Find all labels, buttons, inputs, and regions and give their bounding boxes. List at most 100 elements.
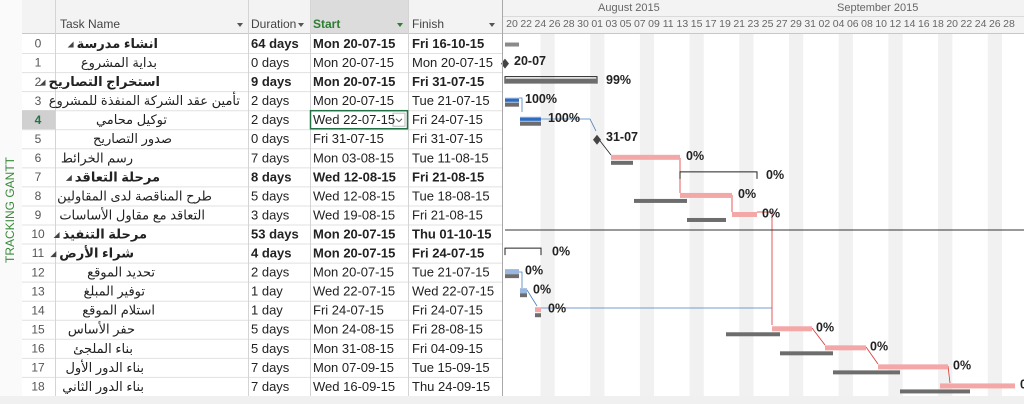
finish-date[interactable]: Fri 24-07-15 xyxy=(412,112,483,127)
task-name[interactable]: التعاقد مع مقاول الأساسات xyxy=(59,206,205,223)
start-date[interactable]: Mon 20-07-15 xyxy=(313,265,394,280)
row-number[interactable]: 17 xyxy=(31,361,45,375)
row-number[interactable]: 6 xyxy=(35,151,42,165)
column-header[interactable]: Task Name xyxy=(60,17,120,31)
start-date[interactable]: Mon 03-08-15 xyxy=(313,150,394,165)
row-number[interactable]: 4 xyxy=(35,113,42,127)
collapse-toggle[interactable] xyxy=(50,251,57,258)
row-number[interactable]: 5 xyxy=(35,132,42,146)
row-number[interactable]: 16 xyxy=(31,341,45,355)
collapse-toggle[interactable] xyxy=(39,79,46,86)
task-name[interactable]: طرح المناقصة لدى المقاولين xyxy=(57,188,212,204)
row-number[interactable]: 7 xyxy=(35,170,42,184)
task-name[interactable]: صدور التصاريح xyxy=(93,131,172,147)
task-name[interactable]: بناء الملجئ xyxy=(73,341,133,356)
finish-date[interactable]: Mon 20-07-15 xyxy=(412,55,493,70)
duration[interactable]: 7 days xyxy=(251,379,290,394)
duration[interactable]: 5 days xyxy=(251,322,290,337)
task-name[interactable]: مرحلة التنفيذ xyxy=(63,226,147,241)
row-number[interactable]: 8 xyxy=(35,189,42,203)
finish-date[interactable]: Tue 18-08-15 xyxy=(412,188,490,203)
start-date[interactable]: Mon 20-07-15 xyxy=(313,93,394,108)
row-number[interactable]: 1 xyxy=(35,56,42,70)
finish-date[interactable]: Tue 21-07-15 xyxy=(412,93,490,108)
row-number[interactable]: 2 xyxy=(35,75,42,89)
finish-date[interactable]: Tue 21-07-15 xyxy=(412,265,490,280)
start-date[interactable]: Mon 20-07-15 xyxy=(313,36,395,51)
task-name[interactable]: رسم الخرائط xyxy=(61,150,133,166)
row-number[interactable]: 12 xyxy=(31,265,45,279)
active-cell[interactable] xyxy=(309,109,409,130)
duration[interactable]: 1 day xyxy=(251,284,283,299)
task-name[interactable]: توكيل محامي xyxy=(96,112,167,128)
row-number[interactable]: 3 xyxy=(35,94,42,108)
row-number[interactable]: 10 xyxy=(31,227,45,241)
start-date[interactable]: Mon 20-07-15 xyxy=(313,226,395,241)
start-date[interactable]: Mon 31-08-15 xyxy=(313,341,394,356)
finish-date[interactable]: Fri 04-09-15 xyxy=(412,341,483,356)
scroll-bar[interactable] xyxy=(0,396,1024,404)
task-name[interactable]: استخراج التصاريح xyxy=(48,74,160,90)
dropdown-arrow[interactable] xyxy=(395,118,403,123)
collapse-toggle[interactable] xyxy=(67,41,74,48)
filter-arrow[interactable] xyxy=(397,23,403,27)
finish-date[interactable]: Fri 31-07-15 xyxy=(412,74,484,89)
finish-date[interactable]: Thu 24-09-15 xyxy=(412,379,490,394)
row-number[interactable]: 13 xyxy=(31,284,45,298)
task-name[interactable]: بناء الدور الأول xyxy=(65,359,144,376)
duration[interactable]: 5 days xyxy=(251,341,290,356)
start-date[interactable]: Mon 20-07-15 xyxy=(313,74,395,89)
task-name[interactable]: توفير المبلغ xyxy=(84,284,146,300)
duration[interactable]: 0 days xyxy=(251,55,290,70)
task-name[interactable]: تحديد الموقع xyxy=(87,265,155,281)
task-name[interactable]: حفر الأساس xyxy=(68,321,135,338)
column-header[interactable]: Start xyxy=(313,17,340,31)
duration[interactable]: 9 days xyxy=(251,74,291,89)
cell-dropdown[interactable] xyxy=(392,112,406,127)
collapse-toggle[interactable] xyxy=(53,232,60,239)
task-name[interactable]: استلام الموقع xyxy=(82,303,155,319)
duration[interactable]: 2 days xyxy=(251,112,290,127)
duration[interactable]: 7 days xyxy=(251,360,290,375)
row-number[interactable]: 11 xyxy=(32,246,45,260)
duration[interactable]: 2 days xyxy=(251,265,290,280)
filter-arrow[interactable] xyxy=(298,23,304,27)
start-date[interactable]: Wed 12-08-15 xyxy=(313,169,396,184)
finish-date[interactable]: Fri 31-07-15 xyxy=(412,131,483,146)
duration[interactable]: 4 days xyxy=(251,246,291,261)
start-date[interactable]: Mon 07-09-15 xyxy=(313,360,394,375)
collapse-toggle[interactable] xyxy=(65,174,72,181)
start-date[interactable]: Wed 16-09-15 xyxy=(313,379,395,394)
finish-date[interactable]: Fri 16-10-15 xyxy=(412,36,484,51)
finish-date[interactable]: Wed 22-07-15 xyxy=(412,284,494,299)
start-date[interactable]: Fri 31-07-15 xyxy=(313,131,384,146)
finish-date[interactable]: Tue 11-08-15 xyxy=(412,150,489,165)
task-name[interactable]: بناء الدور الثاني xyxy=(62,379,144,395)
finish-date[interactable]: Fri 28-08-15 xyxy=(412,322,483,337)
duration[interactable]: 3 days xyxy=(251,207,290,222)
row-number[interactable]: 14 xyxy=(31,303,45,317)
row-number[interactable]: 18 xyxy=(31,380,45,394)
column-header[interactable]: Duration xyxy=(251,17,296,31)
start-date[interactable]: Mon 20-07-15 xyxy=(313,55,394,70)
finish-date[interactable]: Tue 15-09-15 xyxy=(412,360,490,375)
task-name[interactable]: تأمين عقد الشركة المنفذة للمشروع xyxy=(49,91,241,109)
start-date[interactable]: Wed 19-08-15 xyxy=(313,207,395,222)
task-name[interactable]: مرحلة التعاقد xyxy=(75,169,160,184)
task-name[interactable]: شراء الأرض xyxy=(59,245,134,261)
row-number[interactable]: 0 xyxy=(35,37,42,51)
row-number[interactable]: 9 xyxy=(35,208,42,222)
column-header[interactable]: Finish xyxy=(412,17,444,31)
finish-date[interactable]: Fri 21-08-15 xyxy=(412,169,484,184)
start-date[interactable]: Mon 20-07-15 xyxy=(313,246,395,261)
start-date[interactable]: Wed 12-08-15 xyxy=(313,188,395,203)
duration[interactable]: 53 days xyxy=(251,226,299,241)
start-date[interactable]: Wed 22-07-15 xyxy=(313,284,395,299)
start-date[interactable]: Wed 22-07-15 xyxy=(313,112,395,127)
task-name[interactable]: بداية المشروع xyxy=(81,55,157,71)
task-name[interactable]: انشاء مدرسة xyxy=(77,36,158,51)
duration[interactable]: 1 day xyxy=(251,303,283,318)
duration[interactable]: 2 days xyxy=(251,93,290,108)
finish-date[interactable]: Fri 24-07-15 xyxy=(412,303,483,318)
filter-arrow[interactable] xyxy=(489,23,495,27)
